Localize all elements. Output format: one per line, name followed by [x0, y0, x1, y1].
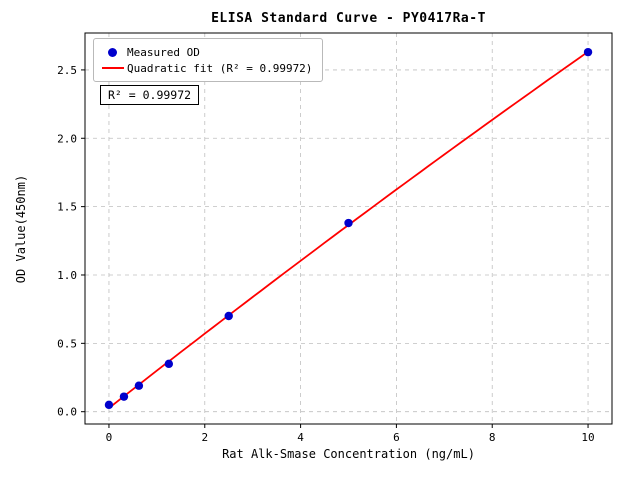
legend-item-quadratic-fit: Quadratic fit (R² = 0.99972) [102, 60, 312, 76]
legend-item-measured-od: Measured OD [102, 44, 312, 60]
svg-text:8: 8 [489, 431, 496, 444]
svg-text:0.0: 0.0 [57, 406, 77, 419]
svg-text:2: 2 [201, 431, 208, 444]
svg-text:10: 10 [581, 431, 594, 444]
svg-text:1.0: 1.0 [57, 269, 77, 282]
svg-text:2.5: 2.5 [57, 64, 77, 77]
quadratic-fit-line-icon [102, 67, 124, 69]
svg-text:6: 6 [393, 431, 400, 444]
svg-text:4: 4 [297, 431, 304, 444]
y-axis-label: OD Value(450nm) [14, 174, 28, 284]
svg-text:0.5: 0.5 [57, 337, 77, 350]
svg-text:2.0: 2.0 [57, 132, 77, 145]
x-axis-label: Rat Alk-Smase Concentration (ng/mL) [222, 447, 475, 461]
svg-text:0: 0 [106, 431, 113, 444]
legend-label-quadratic-fit: Quadratic fit (R² = 0.99972) [127, 61, 313, 75]
legend: Measured OD Quadratic fit (R² = 0.99972) [93, 38, 324, 82]
r-squared-annotation: R² = 0.99972 [100, 85, 200, 105]
legend-label-measured-od: Measured OD [127, 45, 200, 59]
chart-title: ELISA Standard Curve - PY0417Ra-T [211, 11, 486, 26]
measured-od-marker-icon [108, 47, 117, 57]
svg-text:1.5: 1.5 [57, 201, 77, 214]
